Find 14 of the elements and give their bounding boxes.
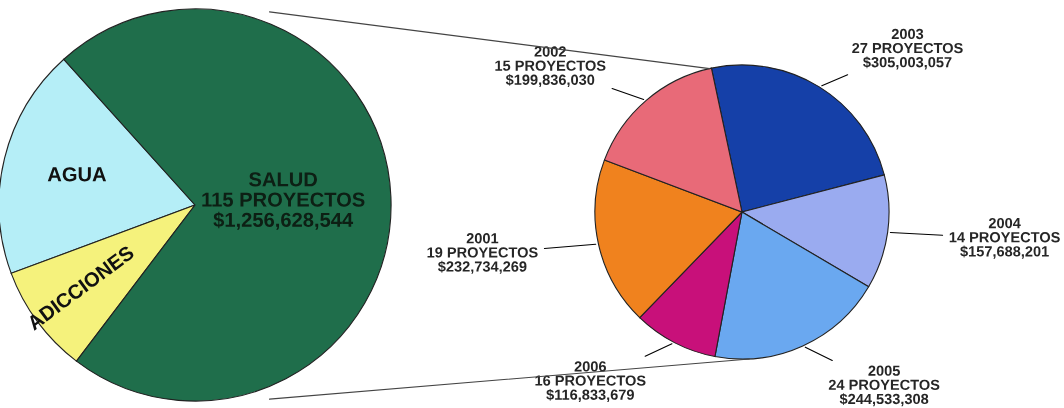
data-label: $116,833,679 (546, 388, 634, 402)
data-label: $232,734,269 (437, 260, 527, 274)
data-label: $157,688,201 (960, 245, 1049, 259)
slice-label: AGUA (47, 167, 107, 182)
data-label: $244,533,308 (839, 393, 929, 407)
slice-label: SALUD 115 PROYECTOS $1,256,628,544 (202, 172, 365, 230)
slice-label: 2002 15 PROYECTOS (495, 46, 606, 71)
slice-label: 2001 19 PROYECTOS (427, 233, 538, 258)
slice-label: 2003 27 PROYECTOS (852, 28, 963, 54)
slice-label: 2004 14 PROYECTOS (949, 217, 1060, 243)
data-label: $305,003,057 (863, 56, 952, 70)
slice-label: 2006 16 PROYECTOS (535, 361, 646, 386)
data-label: $199,836,030 (505, 73, 595, 88)
slice-label: 2005 24 PROYECTOS (828, 365, 940, 390)
